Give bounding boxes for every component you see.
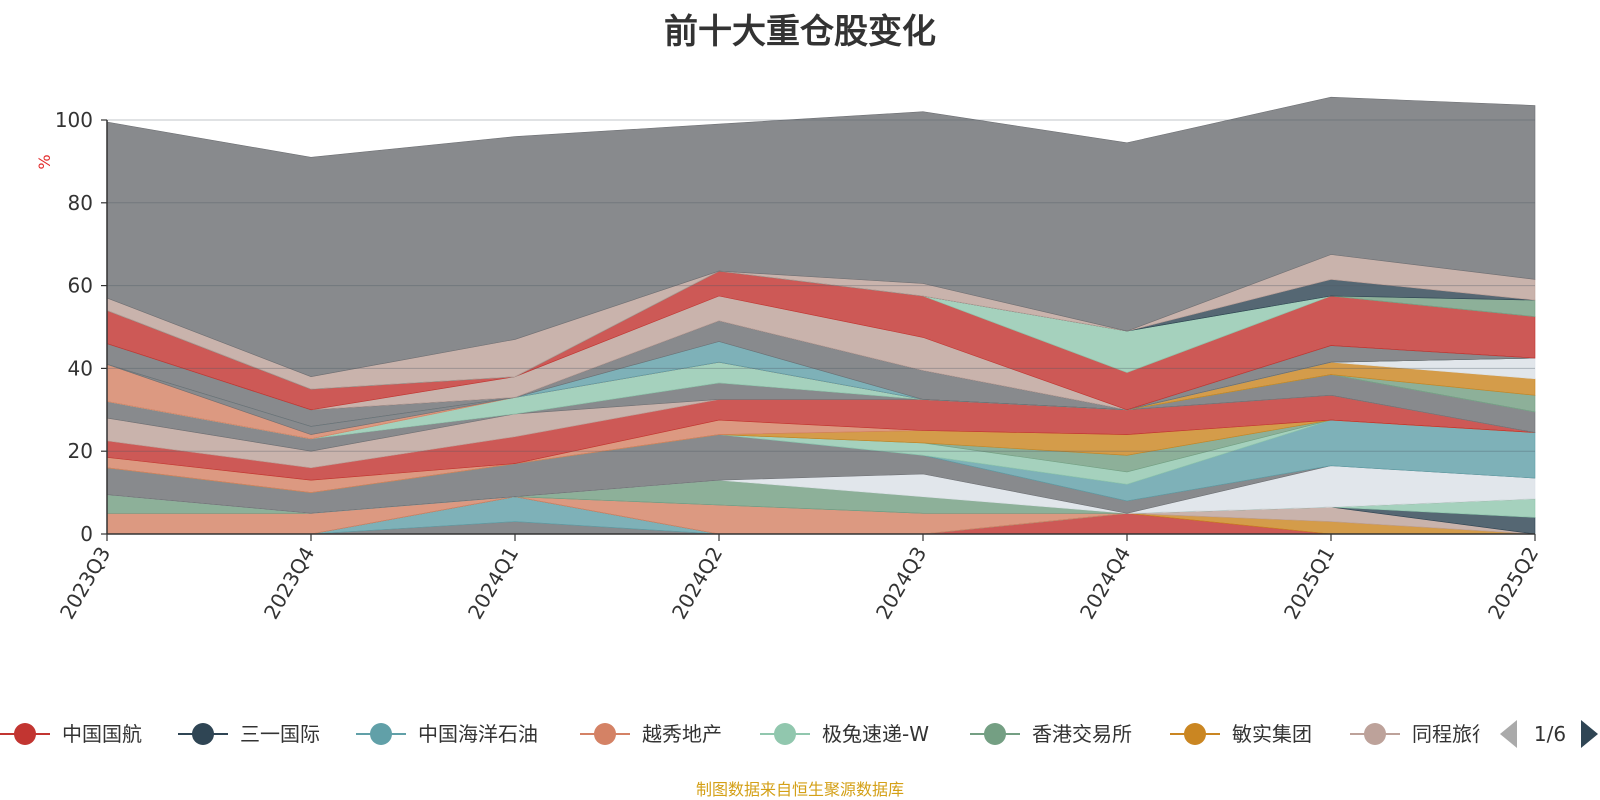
legend[interactable]: 中国国航 三一国际 中国海洋石油 越秀地产 极兔速递-W 香港交易所 敏实集团 同程旅行 1/6 (0, 710, 1600, 750)
y-tick-label: 80 (68, 191, 93, 215)
y-tick-label: 20 (68, 439, 93, 463)
legend-prev-icon[interactable] (1500, 720, 1517, 748)
legend-dot-icon (192, 723, 214, 745)
legend-item[interactable]: 中国国航 (0, 722, 142, 746)
source-note: 制图数据来自恒生聚源数据库 (695, 780, 904, 799)
legend-label: 中国海洋石油 (418, 722, 538, 746)
legend-items: 中国国航 三一国际 中国海洋石油 越秀地产 极兔速递-W 香港交易所 敏实集团 同程旅行 (0, 722, 1492, 746)
legend-item[interactable]: 同程旅行 (1350, 722, 1492, 746)
y-tick-label: 40 (68, 356, 93, 380)
legend-dot-icon (1184, 723, 1206, 745)
legend-dot-icon (1364, 723, 1386, 745)
legend-item[interactable]: 敏实集团 (1170, 722, 1312, 746)
x-tick-label: 2024Q4 (1075, 543, 1135, 624)
legend-dot-icon (774, 723, 796, 745)
legend-label: 香港交易所 (1032, 722, 1132, 746)
legend-label: 三一国际 (240, 722, 320, 746)
area-series-36 (106, 96, 1536, 378)
legend-label: 极兔速递-W (822, 722, 929, 746)
legend-dot-icon (370, 723, 392, 745)
legend-dot-icon (14, 723, 36, 745)
x-tick-label: 2024Q1 (463, 543, 523, 624)
legend-dot-icon (594, 723, 616, 745)
legend-label: 同程旅行 (1412, 722, 1492, 746)
y-tick-label: 100 (55, 108, 93, 132)
area-layers (106, 96, 1536, 535)
x-tick-label: 2023Q3 (55, 543, 115, 624)
legend-item[interactable]: 越秀地产 (580, 722, 722, 746)
legend-item[interactable]: 极兔速递-W (760, 722, 929, 746)
legend-item[interactable]: 三一国际 (178, 722, 320, 746)
legend-item[interactable]: 香港交易所 (970, 722, 1132, 746)
legend-page-indicator: 1/6 (1534, 722, 1566, 746)
legend-next-icon[interactable] (1581, 720, 1598, 748)
x-tick-label: 2025Q1 (1279, 543, 1339, 624)
legend-item[interactable]: 中国海洋石油 (356, 722, 538, 746)
chart-title: 前十大重仓股变化 (664, 12, 936, 52)
y-tick-label: 60 (68, 274, 93, 298)
y-axis-label: % (35, 154, 54, 169)
x-tick-label: 2024Q3 (871, 543, 931, 624)
x-tick-label: 2025Q2 (1483, 543, 1543, 624)
y-tick-label: 0 (80, 522, 93, 546)
legend-dot-icon (984, 723, 1006, 745)
legend-label: 敏实集团 (1232, 722, 1312, 746)
x-tick-label: 2023Q4 (259, 543, 319, 624)
legend-label: 越秀地产 (642, 722, 722, 746)
legend-label: 中国国航 (62, 722, 142, 746)
x-tick-label: 2024Q2 (667, 543, 727, 624)
